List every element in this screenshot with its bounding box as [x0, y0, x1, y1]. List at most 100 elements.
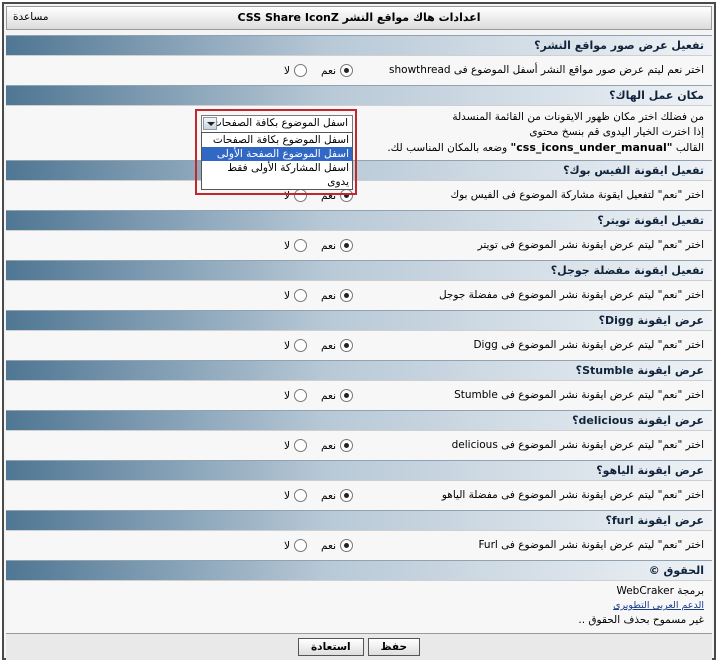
description-text: اختر "نعم" ليتم عرض ايقونة نشر الموضوع ف… [473, 339, 704, 351]
dropdown-list: اسفل الموضوع بكافة الصفحات اسفل الموضوع ا… [201, 132, 353, 190]
radio-button[interactable] [294, 489, 308, 502]
setting-row: اختر نعم ليتم عرض صور مواقع النشر أسفل ا… [6, 55, 712, 85]
action-button[interactable]: حفظ [367, 638, 421, 656]
setting-row: اختر "نعم" ليتم عرض ايقونة نشر الموضوع ف… [6, 530, 712, 560]
title-bar: اعدادات هاك مواقع النشر CSS Share IconZ … [6, 6, 712, 30]
dropdown[interactable]: اسفل الموضوع بكافة الصفحات اسفل الموضوع ب… [195, 109, 357, 195]
setting-description: اختر "نعم" ليتم عرض ايقونة نشر الموضوع ف… [359, 331, 712, 360]
section-header: عرض ايقونة الياهو؟ [6, 460, 712, 480]
description-text: اختر "نعم" ليتم عرض ايقونة نشر الموضوع ف… [478, 539, 704, 551]
radio-label[interactable]: نعم [321, 64, 336, 77]
radio-button[interactable] [294, 239, 308, 252]
setting-control: نعم لا [6, 481, 359, 510]
dropdown-arrow[interactable] [203, 117, 217, 130]
setting-description: من فضلك اختر مكان ظهور الايقونات من القا… [359, 106, 712, 160]
radio-label[interactable]: نعم [321, 339, 336, 352]
radio-button[interactable] [294, 439, 308, 452]
radio-label[interactable]: لا [284, 439, 291, 452]
radio-label[interactable]: نعم [321, 189, 336, 202]
setting-control: نعم لا [6, 281, 359, 310]
radio-button[interactable] [340, 189, 353, 202]
radio-label[interactable]: لا [284, 189, 291, 202]
radio-label[interactable]: لا [284, 539, 291, 552]
setting-control: نعم لا [6, 231, 359, 260]
support-link[interactable]: الدعم العربى التطويرى [613, 600, 704, 611]
setting-control: نعم لا [6, 431, 359, 460]
description-text: اختر "نعم" لتفعيل ايقونة مشاركة الموضوع … [450, 189, 704, 201]
radio-button[interactable] [294, 539, 308, 552]
setting-row: اختر "نعم" ليتم عرض ايقونة نشر الموضوع ف… [6, 230, 712, 260]
description-line: القالب "css_icons_under_manual" وضعه بال… [359, 140, 704, 156]
radio-button[interactable] [340, 489, 353, 502]
section-header: الحقوق © [6, 560, 712, 580]
radio-button[interactable] [340, 289, 353, 302]
radio-label[interactable]: نعم [321, 239, 336, 252]
radio-label[interactable]: لا [284, 64, 291, 77]
setting-row: اختر "نعم" ليتم عرض ايقونة نشر الموضوع ف… [6, 280, 712, 310]
section-header: عرض ايقونة delicious؟ [6, 410, 712, 430]
dropdown-option[interactable]: يدوى [327, 176, 349, 188]
button-bar: حفظ استعادة [6, 633, 712, 660]
radio-button[interactable] [294, 289, 308, 302]
setting-description: اختر "نعم" ليتم عرض ايقونة نشر الموضوع ف… [359, 531, 712, 560]
radio-button[interactable] [340, 389, 353, 402]
description-text: القالب [675, 142, 704, 154]
dropdown-option[interactable]: اسفل الموضوع بكافة الصفحات [212, 134, 349, 146]
description-text: وضعه بالمكان المناسب لك. [387, 142, 508, 154]
description-text: اختر "نعم" ليتم عرض ايقونة نشر الموضوع ف… [454, 389, 704, 401]
credit-text: برمجة WebCraker [616, 585, 704, 597]
dropdown-option[interactable]: اسفل المشاركة الأولى فقط [227, 162, 349, 174]
radio-button[interactable] [294, 389, 308, 402]
radio-button[interactable] [340, 339, 353, 352]
radio-button[interactable] [340, 239, 353, 252]
section-header: تفعيل ايقونة الفيس بوك؟ [6, 160, 712, 180]
setting-row: اختر "نعم" ليتم عرض ايقونة نشر الموضوع ف… [6, 430, 712, 460]
setting-control: اسفل الموضوع بكافة الصفحات اسفل الموضوع ب… [6, 106, 359, 195]
radio-label[interactable]: لا [284, 239, 291, 252]
setting-row: اختر "نعم" ليتم عرض ايقونة نشر الموضوع ف… [6, 480, 712, 510]
link-line: الدعم العربى التطويرى [6, 598, 704, 613]
radio-label[interactable]: لا [284, 339, 291, 352]
setting-description: اختر "نعم" ليتم عرض ايقونة نشر الموضوع ف… [359, 481, 712, 510]
setting-description: اختر نعم ليتم عرض صور مواقع النشر أسفل ا… [359, 56, 712, 85]
radio-button[interactable] [294, 189, 308, 202]
description-line: من فضلك اختر مكان ظهور الايقونات من القا… [452, 111, 704, 123]
radio-label[interactable]: لا [284, 289, 291, 302]
radio-button[interactable] [294, 339, 308, 352]
description-text: اختر "نعم" ليتم عرض ايقونة نشر الموضوع ف… [477, 239, 704, 251]
radio-label[interactable]: نعم [321, 389, 336, 402]
action-button[interactable]: استعادة [297, 638, 364, 656]
settings-list: تفعيل عرض صور مواقع النشر؟ اختر نعم ليتم … [6, 35, 712, 660]
dropdown-option[interactable]: اسفل الموضوع الصفحة الأولى فقط [202, 147, 352, 174]
radio-button[interactable] [294, 64, 308, 77]
radio-label[interactable]: نعم [321, 539, 336, 552]
help-link[interactable]: مساعدة [13, 11, 49, 23]
description-text: اختر "نعم" ليتم عرض ايقونة نشر الموضوع ف… [438, 289, 704, 301]
description-text: اختر نعم ليتم عرض صور مواقع النشر أسفل ا… [389, 64, 704, 76]
radio-button[interactable] [340, 539, 353, 552]
setting-control: نعم لا [6, 331, 359, 360]
radio-label[interactable]: نعم [321, 439, 336, 452]
page-title: اعدادات هاك مواقع النشر CSS Share IconZ [237, 11, 481, 24]
radio-label[interactable]: لا [284, 389, 291, 402]
setting-description: اختر "نعم" ليتم عرض ايقونة نشر الموضوع ف… [359, 281, 712, 310]
setting-row: اختر "نعم" ليتم عرض ايقونة نشر الموضوع ف… [6, 380, 712, 410]
section-header: عرض ايقونة Stumble؟ [6, 360, 712, 380]
setting-description: اختر "نعم" ليتم عرض ايقونة نشر الموضوع ف… [359, 231, 712, 260]
section-header: تفعيل ايقونة تويتر؟ [6, 210, 712, 230]
template-name: "css_icons_under_manual" [510, 141, 673, 154]
rights-note: غير مسموح بحذف الحقوق .. [578, 614, 704, 626]
description-text: اختر "نعم" ليتم عرض ايقونة نشر الموضوع ف… [441, 489, 704, 501]
radio-button[interactable] [340, 439, 353, 452]
setting-row: من فضلك اختر مكان ظهور الايقونات من القا… [6, 105, 712, 195]
radio-button[interactable] [340, 64, 353, 77]
setting-description: اختر "نعم" ليتم عرض ايقونة نشر الموضوع ف… [359, 431, 712, 460]
setting-control: نعم لا [6, 181, 359, 210]
description-line: إذا اخترت الخيار اليدوى قم بنسخ محتوى [529, 126, 704, 138]
radio-label[interactable]: لا [284, 489, 291, 502]
setting-control: نعم لا [6, 381, 359, 410]
dropdown-value[interactable]: اسفل الموضوع بكافة الصفحات [211, 117, 348, 129]
radio-label[interactable]: نعم [321, 489, 336, 502]
radio-label[interactable]: نعم [321, 289, 336, 302]
